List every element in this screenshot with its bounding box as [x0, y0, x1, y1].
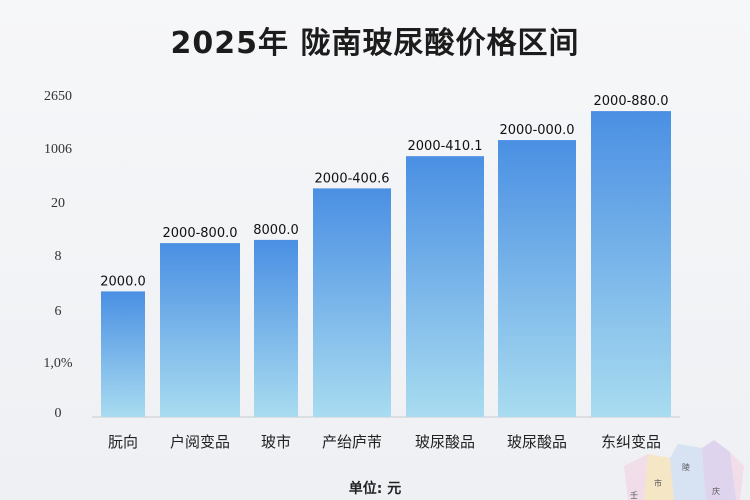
bar — [406, 156, 484, 417]
y-tick-label: 1,0% — [43, 356, 73, 371]
data-label: 2000-410.1 — [408, 139, 483, 154]
bar — [254, 239, 298, 417]
map-label: 庆 — [712, 486, 720, 496]
map-label: 陵 — [682, 463, 690, 472]
data-label: 8000.0 — [253, 223, 299, 238]
y-tick-label: 2650 — [44, 89, 72, 104]
y-tick-label: 1006 — [44, 142, 72, 157]
bar — [101, 291, 145, 417]
category-label: 朊向 — [108, 433, 138, 451]
bar — [498, 140, 576, 417]
bar — [160, 243, 240, 417]
map-label: 市 — [654, 478, 662, 488]
category-label: 玻尿酸品 — [507, 433, 567, 451]
y-tick-label: 8 — [55, 249, 62, 264]
chart-title: 2025年 陇南玻尿酸价格区间 — [170, 26, 580, 61]
data-label: 2000-880.0 — [594, 94, 669, 109]
category-label: 东纠变品 — [601, 433, 661, 451]
data-label: 2000-400.6 — [315, 171, 390, 186]
y-tick-label: 0 — [55, 406, 62, 421]
category-label: 玻市 — [261, 433, 291, 451]
y-tick-label: 6 — [55, 304, 62, 319]
data-label: 2000-000.0 — [500, 123, 575, 138]
map-label: 壬 — [630, 490, 638, 500]
data-label: 2000-800.0 — [163, 226, 238, 241]
data-label: 2000.0 — [100, 274, 146, 289]
background-map-decoration: 市 陵 庆 壬 — [624, 440, 744, 500]
category-label: 户阅变品 — [170, 433, 230, 451]
unit-label: 单位: 元 — [348, 481, 402, 497]
bar — [313, 188, 391, 417]
bar — [591, 111, 671, 417]
y-tick-label: 20 — [51, 196, 65, 211]
category-label: 产绐庐芾 — [322, 433, 382, 451]
category-label: 玻尿酸品 — [415, 433, 475, 451]
